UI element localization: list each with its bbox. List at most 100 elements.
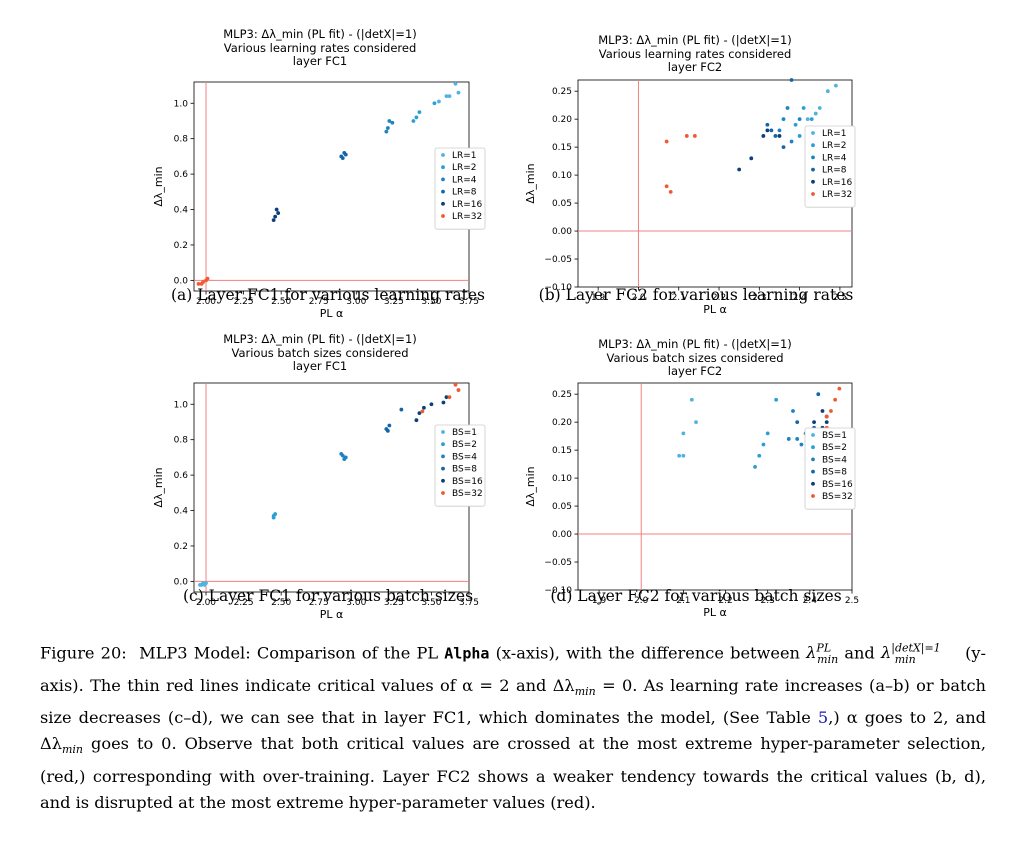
legend-marker <box>811 469 815 474</box>
data-point <box>273 512 278 516</box>
legend-label: LR=8 <box>822 166 847 176</box>
legend-marker <box>811 155 815 160</box>
data-point <box>829 409 833 413</box>
legend-label: BS=8 <box>822 468 847 478</box>
legend-marker <box>811 481 815 486</box>
data-point <box>681 453 686 458</box>
data-point <box>765 431 770 436</box>
data-point <box>202 583 207 587</box>
chart-b-title-line-1: MLP3: Δλ_min (PL fit) - (|detX|=1) <box>598 33 792 47</box>
data-point <box>833 397 838 402</box>
data-point <box>824 420 829 425</box>
panel-b: MLP3: Δλ_min (PL fit) - (|detX|=1) Vario… <box>520 33 880 316</box>
x-tick-label: 2.75 <box>309 598 329 608</box>
data-point <box>749 156 754 161</box>
legend-label: BS=2 <box>822 443 847 453</box>
legend-marker <box>441 165 445 170</box>
y-tick-label: 0.25 <box>552 390 572 400</box>
data-point <box>271 515 276 520</box>
x-tick-label: 3.25 <box>384 598 404 608</box>
chart-c-title-line-2: Various batch sizes considered <box>231 345 409 360</box>
y-tick-label: 0.15 <box>552 446 572 456</box>
y-tick-label: −0.05 <box>544 558 572 568</box>
data-point <box>429 402 434 407</box>
y-tick-label: 0.15 <box>552 143 572 153</box>
legend-marker <box>441 214 445 218</box>
y-tick-label: 0.10 <box>552 171 572 181</box>
data-point <box>274 207 279 212</box>
data-point <box>664 184 669 189</box>
chart-a-title: MLP3: Δλ_min (PL fit) - (|detX|=1) Vario… <box>205 27 435 69</box>
data-point <box>773 134 778 138</box>
x-axis-label: PL α <box>320 608 344 621</box>
x-tick-label: 1.9 <box>592 596 607 606</box>
legend-box <box>434 147 486 230</box>
data-point <box>343 455 348 460</box>
y-tick-label: 0.8 <box>174 135 189 145</box>
data-point <box>681 431 686 436</box>
chart-b-title-line-2: Various learning rates considered <box>598 46 792 61</box>
data-point <box>453 81 458 86</box>
data-point <box>677 453 682 458</box>
y-tick-label: 0.2 <box>174 241 188 251</box>
caption-part3: (y-axis). The thin red lines indicate cr… <box>40 643 986 695</box>
chart-d-title: MLP3: Δλ_min (PL fit) - (|detX|=1) Vario… <box>580 337 810 379</box>
legend-marker <box>441 430 445 434</box>
y-tick-label: −0.10 <box>544 283 572 293</box>
plot-frame <box>193 81 470 292</box>
data-point <box>761 442 766 447</box>
data-point <box>789 78 794 82</box>
data-point <box>837 386 842 391</box>
data-point <box>453 382 458 387</box>
legend-label: BS=16 <box>452 477 483 487</box>
legend-label: BS=32 <box>452 489 483 499</box>
legend-label: BS=2 <box>452 440 477 450</box>
y-tick-label: 0.4 <box>174 206 189 216</box>
legend-label: BS=8 <box>452 465 477 475</box>
data-point <box>765 122 770 127</box>
x-tick-label: 2.2 <box>718 596 732 606</box>
legend-marker <box>441 478 445 483</box>
legend-marker <box>811 167 815 172</box>
caption-part1: MLP3 Model: Comparison of the PL <box>139 643 439 663</box>
x-tick-label: 2.3 <box>752 293 766 303</box>
chart-b: 1.9 2.0 2.1 2.2 2.3 2.4 2.5 −0.10 −0.05 0.00 0.05 0… <box>524 78 856 316</box>
chart-c-title-line-1: MLP3: Δλ_min (PL fit) - (|detX|=1) <box>223 332 417 346</box>
data-point <box>339 451 344 456</box>
data-point <box>444 395 449 400</box>
data-point <box>761 134 766 138</box>
data-point <box>447 94 452 99</box>
chart-c: 2.00 2.25 2.50 2.75 3.00 3.25 3.50 3.75 0.0 0.2 0.… <box>152 382 486 621</box>
data-point <box>417 110 422 115</box>
caption-part3b: = 0. As learning rate increases (a–b) or… <box>40 675 986 728</box>
caption-lambda-det: λ|detX|=1min <box>880 642 941 666</box>
legend-marker <box>441 153 445 157</box>
x-tick-label: 2.1 <box>676 596 690 606</box>
x-tick-label: 2.00 <box>196 297 216 307</box>
legend-marker <box>441 177 445 182</box>
data-point <box>795 420 800 425</box>
subcaption-a: (a) Layer FC1 for various learning rates <box>171 286 485 304</box>
data-point <box>456 90 461 95</box>
data-point <box>765 128 770 133</box>
panel-d: MLP3: Δλ_min (PL fit) - (|detX|=1) Vario… <box>520 337 880 619</box>
data-point <box>785 106 790 110</box>
data-point <box>399 407 404 412</box>
legend-label: BS=16 <box>822 480 853 490</box>
x-tick-label: 3.25 <box>384 297 404 307</box>
y-tick-label: 0.6 <box>174 471 189 481</box>
legend-label: LR=2 <box>452 163 477 173</box>
legend-label: LR=1 <box>452 151 477 161</box>
legend-marker <box>811 494 815 498</box>
chart-d: 1.9 2.0 2.1 2.2 2.3 2.4 2.5 −0.10 −0.05 0.00 0.05 0… <box>524 382 859 619</box>
data-point <box>809 117 814 122</box>
data-point <box>781 145 786 150</box>
chart-a-title-line-3: layer FC1 <box>292 54 348 68</box>
y-tick-label: 0.00 <box>552 530 572 540</box>
table-5-link[interactable]: 5 <box>817 708 829 728</box>
data-point <box>196 282 201 286</box>
panel-a: MLP3: Δλ_min (PL fit) - (|detX|=1) Vario… <box>150 27 490 320</box>
data-point <box>273 214 278 219</box>
legend-marker <box>441 491 445 495</box>
legend-label: LR=16 <box>452 200 483 210</box>
